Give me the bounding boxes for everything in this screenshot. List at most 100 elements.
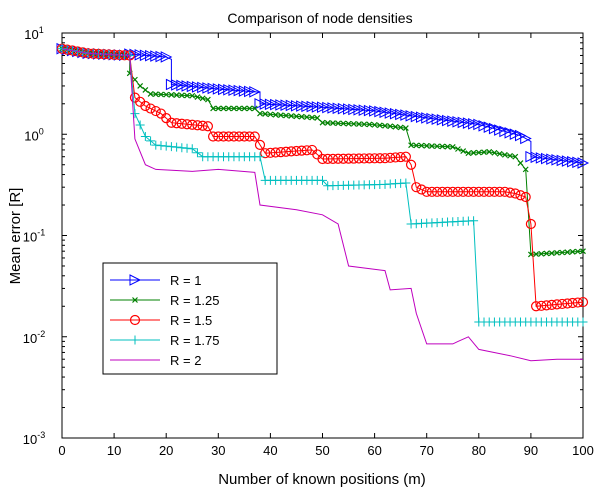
- data-point: [280, 146, 292, 157]
- data-point: [376, 122, 383, 129]
- data-point: [213, 131, 224, 142]
- data-point: [397, 124, 404, 131]
- data-point: [520, 191, 531, 203]
- data-point: [265, 147, 276, 158]
- data-point: [411, 182, 422, 193]
- data-point: [400, 151, 411, 162]
- data-point: [504, 187, 516, 198]
- data-point: [327, 153, 339, 164]
- data-point: [491, 149, 498, 156]
- x-axis-label: Number of known positions (m): [218, 471, 426, 488]
- x-tick-label: 30: [211, 443, 225, 458]
- data-point: [469, 216, 479, 226]
- data-point: [333, 153, 344, 164]
- y-tick-label: 10-3: [23, 430, 45, 447]
- data-point: [210, 105, 217, 112]
- data-point: [192, 148, 202, 158]
- data-point: [382, 122, 388, 129]
- data-point: [145, 103, 156, 114]
- data-point: [517, 160, 524, 166]
- x-tick-label: 10: [107, 443, 121, 458]
- data-point: [324, 119, 331, 126]
- data-point: [319, 119, 326, 126]
- legend-box: [102, 262, 278, 375]
- data-point: [447, 186, 458, 197]
- data-point: [314, 114, 321, 121]
- data-point: [580, 248, 586, 255]
- data-point: [241, 105, 248, 112]
- data-point: [439, 143, 446, 150]
- data-point: [361, 121, 368, 128]
- data-point: [562, 298, 573, 309]
- data-point: [338, 153, 349, 164]
- data-point: [486, 148, 493, 155]
- data-point: [142, 87, 149, 93]
- data-point: [567, 297, 578, 309]
- data-point: [151, 140, 161, 150]
- data-point: [160, 51, 173, 63]
- y-tick-label: 10-1: [23, 228, 45, 245]
- data-point: [379, 153, 391, 164]
- data-point: [173, 92, 180, 99]
- data-point: [569, 248, 576, 255]
- legend-entry: R = 1.75: [110, 333, 220, 348]
- data-point: [499, 186, 510, 197]
- data-point: [318, 175, 327, 185]
- legend: R = 1 R = 1.25 R = 1.5 R = 1.75 R = 2: [102, 262, 278, 375]
- data-point: [283, 112, 289, 119]
- data-point: [129, 274, 142, 286]
- data-point: [272, 111, 279, 118]
- data-point: [277, 112, 284, 119]
- data-point: [207, 131, 219, 142]
- data-point: [166, 142, 176, 152]
- x-tick-label: 0: [58, 443, 65, 458]
- data-point: [428, 143, 435, 149]
- data-point: [158, 91, 164, 98]
- data-point: [260, 148, 271, 159]
- data-point: [369, 153, 380, 164]
- data-point: [244, 131, 255, 142]
- data-point: [475, 149, 482, 156]
- data-point: [246, 105, 253, 112]
- data-point: [390, 152, 401, 163]
- series-5: [61, 48, 583, 362]
- data-point: [204, 96, 211, 103]
- data-point: [507, 152, 513, 159]
- data-point: [293, 113, 300, 120]
- data-point: [199, 95, 206, 102]
- data-point: [520, 132, 532, 145]
- data-point: [140, 100, 151, 112]
- data-point: [371, 121, 378, 128]
- data-point: [322, 153, 333, 165]
- data-point: [538, 250, 545, 257]
- data-point: [418, 142, 425, 149]
- x-tick-label: 20: [159, 443, 173, 458]
- data-point: [578, 317, 588, 327]
- legend-label: R = 1: [170, 273, 201, 288]
- data-point: [168, 91, 175, 98]
- data-point: [374, 153, 385, 164]
- x-tick-label: 90: [524, 443, 538, 458]
- data-point: [166, 117, 177, 128]
- data-point: [484, 186, 495, 197]
- data-point: [262, 111, 269, 117]
- data-point: [257, 110, 263, 117]
- data-point: [437, 186, 448, 197]
- data-point: [137, 83, 144, 89]
- x-tick-label: 60: [367, 443, 381, 458]
- data-point: [215, 105, 222, 112]
- data-point: [577, 157, 590, 169]
- data-point: [533, 251, 540, 258]
- data-point: [140, 132, 150, 142]
- data-point: [132, 297, 138, 303]
- data-point: [460, 148, 467, 155]
- legend-entry: R = 1.25: [110, 293, 220, 308]
- data-point: [548, 250, 555, 257]
- data-point: [228, 131, 240, 142]
- data-point: [177, 143, 187, 153]
- data-point: [449, 143, 456, 150]
- data-point: [335, 120, 342, 127]
- data-point: [423, 142, 430, 149]
- data-point: [309, 114, 316, 121]
- x-tick-label: 40: [263, 443, 277, 458]
